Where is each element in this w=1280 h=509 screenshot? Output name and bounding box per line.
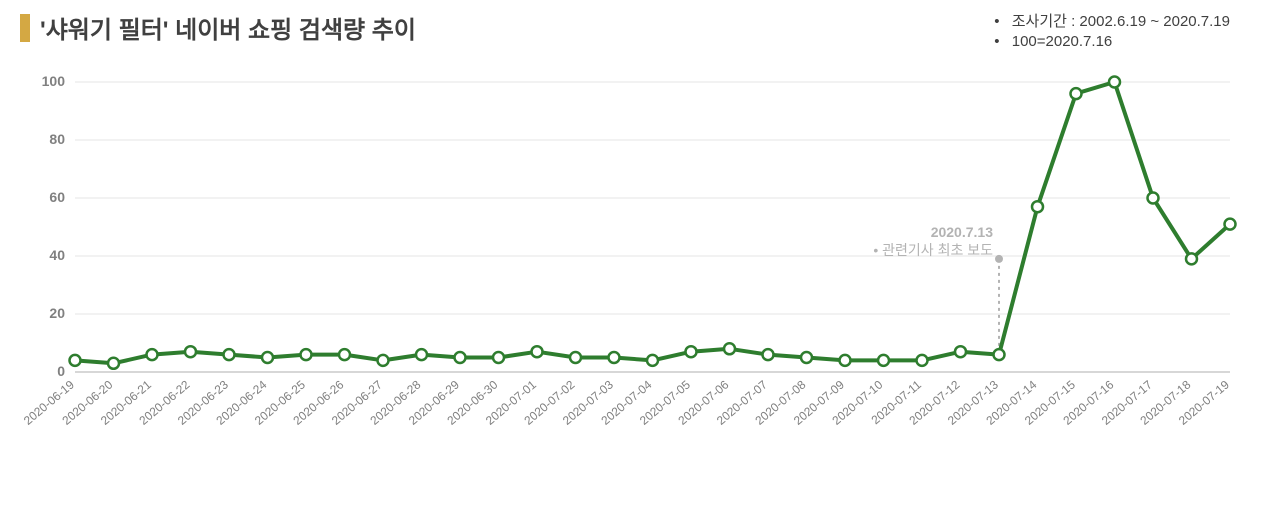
- data-marker: [416, 349, 427, 360]
- meta-block: • 조사기간 : 2002.6.19 ~ 2020.7.19 • 100=202…: [994, 10, 1230, 52]
- title-accent-bar: [20, 14, 30, 42]
- meta-baseline: • 100=2020.7.16: [994, 33, 1230, 50]
- meta-period: • 조사기간 : 2002.6.19 ~ 2020.7.19: [994, 10, 1230, 31]
- data-marker: [185, 346, 196, 357]
- annotation-marker: [995, 255, 1003, 263]
- annotation-text: • 관련기사 최초 보도: [873, 242, 993, 258]
- data-marker: [378, 355, 389, 366]
- data-marker: [1186, 253, 1197, 264]
- bullet-icon: •: [994, 33, 999, 50]
- data-marker: [301, 349, 312, 360]
- data-marker: [339, 349, 350, 360]
- chart-container: 0204060801002020.7.13• 관련기사 최초 보도2020-06…: [20, 62, 1260, 487]
- chart-title: '샤워기 필터' 네이버 쇼핑 검색량 추이: [40, 10, 416, 45]
- meta-baseline-text: 100=2020.7.16: [1012, 33, 1113, 50]
- data-marker: [763, 349, 774, 360]
- data-marker: [955, 346, 966, 357]
- y-tick-label: 40: [49, 247, 65, 263]
- y-tick-label: 100: [42, 73, 66, 89]
- data-marker: [1071, 88, 1082, 99]
- annotation-date: 2020.7.13: [931, 224, 993, 240]
- data-marker: [493, 352, 504, 363]
- y-tick-label: 60: [49, 189, 65, 205]
- title-block: '샤워기 필터' 네이버 쇼핑 검색량 추이: [20, 10, 416, 45]
- data-marker: [1225, 219, 1236, 230]
- y-tick-label: 0: [57, 363, 65, 379]
- data-marker: [108, 358, 119, 369]
- meta-period-text: 조사기간 : 2002.6.19 ~ 2020.7.19: [1012, 13, 1230, 30]
- data-marker: [1148, 193, 1159, 204]
- data-marker: [532, 346, 543, 357]
- chart-svg: 0204060801002020.7.13• 관련기사 최초 보도2020-06…: [20, 62, 1240, 482]
- data-marker: [224, 349, 235, 360]
- data-marker: [917, 355, 928, 366]
- y-tick-label: 20: [49, 305, 65, 321]
- data-marker: [609, 352, 620, 363]
- data-marker: [686, 346, 697, 357]
- data-marker: [147, 349, 158, 360]
- data-marker: [455, 352, 466, 363]
- data-marker: [994, 349, 1005, 360]
- data-marker: [647, 355, 658, 366]
- chart-header: '샤워기 필터' 네이버 쇼핑 검색량 추이 • 조사기간 : 2002.6.1…: [20, 10, 1260, 52]
- data-marker: [878, 355, 889, 366]
- data-marker: [262, 352, 273, 363]
- bullet-icon: •: [994, 13, 999, 30]
- data-marker: [840, 355, 851, 366]
- data-line: [75, 82, 1230, 363]
- data-marker: [724, 343, 735, 354]
- y-tick-label: 80: [49, 131, 65, 147]
- data-marker: [70, 355, 81, 366]
- data-marker: [1032, 201, 1043, 212]
- data-marker: [1109, 77, 1120, 88]
- data-marker: [570, 352, 581, 363]
- data-marker: [801, 352, 812, 363]
